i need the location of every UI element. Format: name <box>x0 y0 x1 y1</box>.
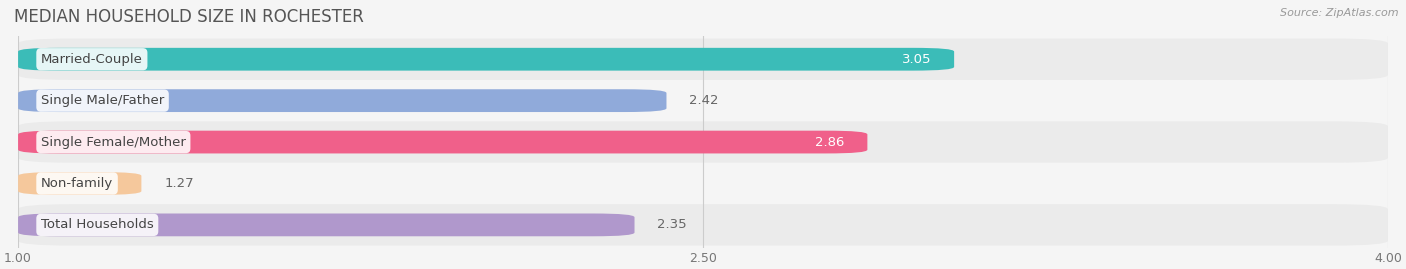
FancyBboxPatch shape <box>18 214 634 236</box>
FancyBboxPatch shape <box>18 38 1388 80</box>
FancyBboxPatch shape <box>18 80 1388 121</box>
FancyBboxPatch shape <box>18 131 868 153</box>
Text: Source: ZipAtlas.com: Source: ZipAtlas.com <box>1281 8 1399 18</box>
Text: Single Male/Father: Single Male/Father <box>41 94 165 107</box>
Text: 1.27: 1.27 <box>165 177 194 190</box>
Text: 3.05: 3.05 <box>901 53 931 66</box>
Text: Non-family: Non-family <box>41 177 114 190</box>
FancyBboxPatch shape <box>18 48 955 71</box>
Text: 2.86: 2.86 <box>815 136 845 148</box>
Text: 2.35: 2.35 <box>658 218 688 231</box>
Text: MEDIAN HOUSEHOLD SIZE IN ROCHESTER: MEDIAN HOUSEHOLD SIZE IN ROCHESTER <box>14 8 364 26</box>
FancyBboxPatch shape <box>18 121 1388 163</box>
Text: 2.42: 2.42 <box>689 94 718 107</box>
FancyBboxPatch shape <box>18 172 142 195</box>
Text: Single Female/Mother: Single Female/Mother <box>41 136 186 148</box>
FancyBboxPatch shape <box>18 163 1388 204</box>
Text: Married-Couple: Married-Couple <box>41 53 143 66</box>
FancyBboxPatch shape <box>18 204 1388 246</box>
Text: Total Households: Total Households <box>41 218 153 231</box>
FancyBboxPatch shape <box>18 89 666 112</box>
